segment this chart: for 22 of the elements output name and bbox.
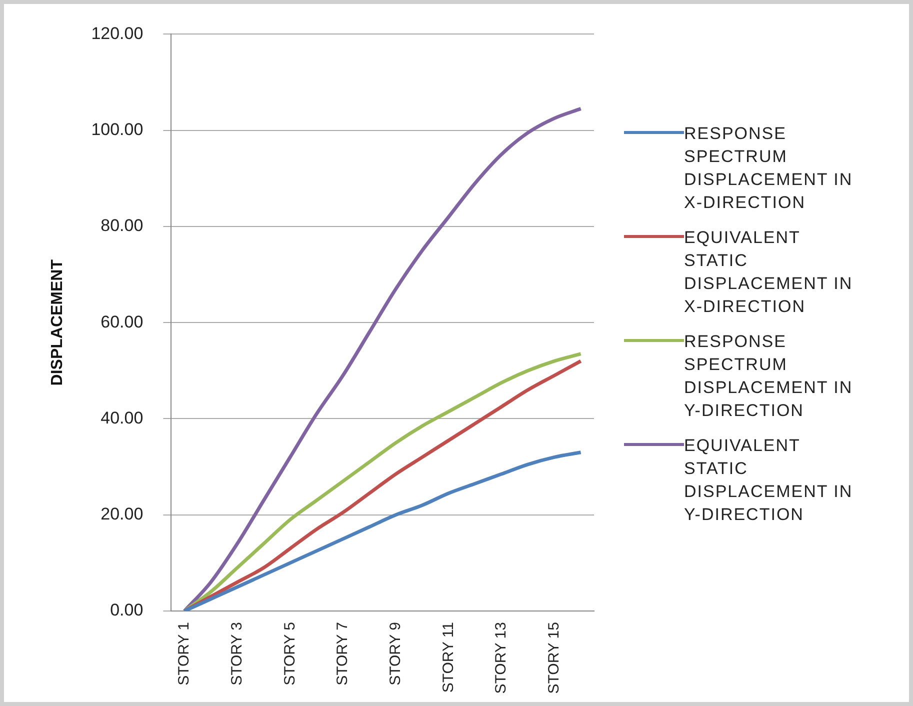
y-axis-title: DISPLACEMENT <box>49 259 66 386</box>
y-tick-label: 100.00 <box>91 120 144 140</box>
x-tick-label: STORY 1 <box>176 622 193 686</box>
y-tick-label: 20.00 <box>100 504 144 524</box>
legend-label: EQUIVALENT STATIC DISPLACEMENT IN X-DIRECTION <box>684 227 854 318</box>
legend-label: EQUIVALENT STATIC DISPLACEMENT IN Y-DIRECTION <box>684 435 854 526</box>
legend-label: RESPONSE SPECTRUM DISPLACEMENT IN X-DIRECTION <box>684 123 854 214</box>
x-tick-label: STORY 3 <box>228 622 246 686</box>
y-tick-label: 80.00 <box>100 216 144 236</box>
line-series <box>182 106 583 612</box>
y-tick-label: 40.00 <box>100 408 144 428</box>
x-tick-label: STORY 9 <box>386 622 404 686</box>
y-tick-label: 120.00 <box>91 24 144 43</box>
y-tick-label: 60.00 <box>100 312 144 332</box>
x-tick-label: STORY 11 <box>440 622 457 693</box>
line-series <box>182 450 583 612</box>
x-tick-label: STORY 15 <box>546 622 563 694</box>
x-tick-label: STORY 5 <box>281 622 298 686</box>
legend-label: RESPONSE SPECTRUM DISPLACEMENT IN Y-DIRECTION <box>684 331 854 422</box>
x-tick-label: STORY 13 <box>492 622 510 694</box>
y-tick-label: 0.00 <box>110 600 144 620</box>
x-tick-label: STORY 7 <box>334 622 352 686</box>
